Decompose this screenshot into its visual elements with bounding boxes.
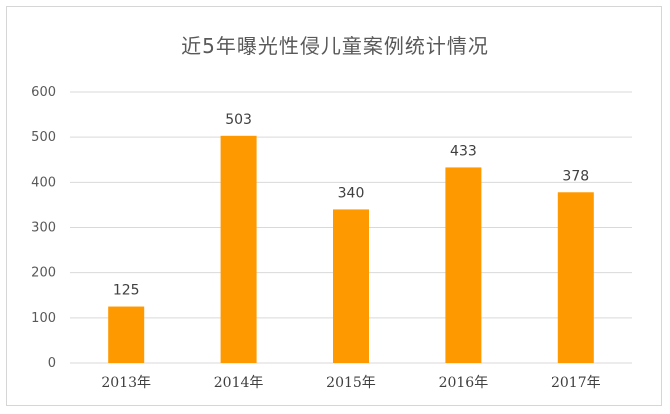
chart-title: 近5年曝光性侵儿童案例统计情况 xyxy=(181,34,489,58)
y-tick-label: 100 xyxy=(31,311,56,326)
data-label: 125 xyxy=(113,283,140,299)
bar xyxy=(557,192,594,363)
data-label: 378 xyxy=(562,168,589,184)
x-tick-label: 2014年 xyxy=(214,375,264,391)
bar xyxy=(445,167,482,363)
y-axis-ticks: 0 100 200 300 400 500 600 xyxy=(31,85,56,371)
x-axis-categories: 2013年 2014年 2015年 2016年 2017年 xyxy=(101,375,600,391)
y-tick-label: 600 xyxy=(31,85,56,100)
y-tick-label: 0 xyxy=(48,356,56,371)
data-label: 340 xyxy=(338,185,365,201)
x-tick-label: 2017年 xyxy=(551,375,601,391)
data-label: 433 xyxy=(450,143,477,159)
data-label: 503 xyxy=(225,112,252,128)
y-tick-label: 200 xyxy=(31,266,56,281)
x-tick-label: 2016年 xyxy=(439,375,489,391)
bar xyxy=(220,135,257,363)
y-tick-label: 400 xyxy=(31,175,56,190)
bars xyxy=(108,135,594,363)
bar xyxy=(333,209,369,363)
data-labels: 125 503 340 433 378 xyxy=(113,112,589,299)
x-tick-label: 2013年 xyxy=(101,375,151,391)
y-tick-label: 300 xyxy=(31,221,56,236)
bar xyxy=(108,306,145,363)
y-tick-label: 500 xyxy=(31,130,56,145)
x-tick-label: 2015年 xyxy=(326,375,376,391)
